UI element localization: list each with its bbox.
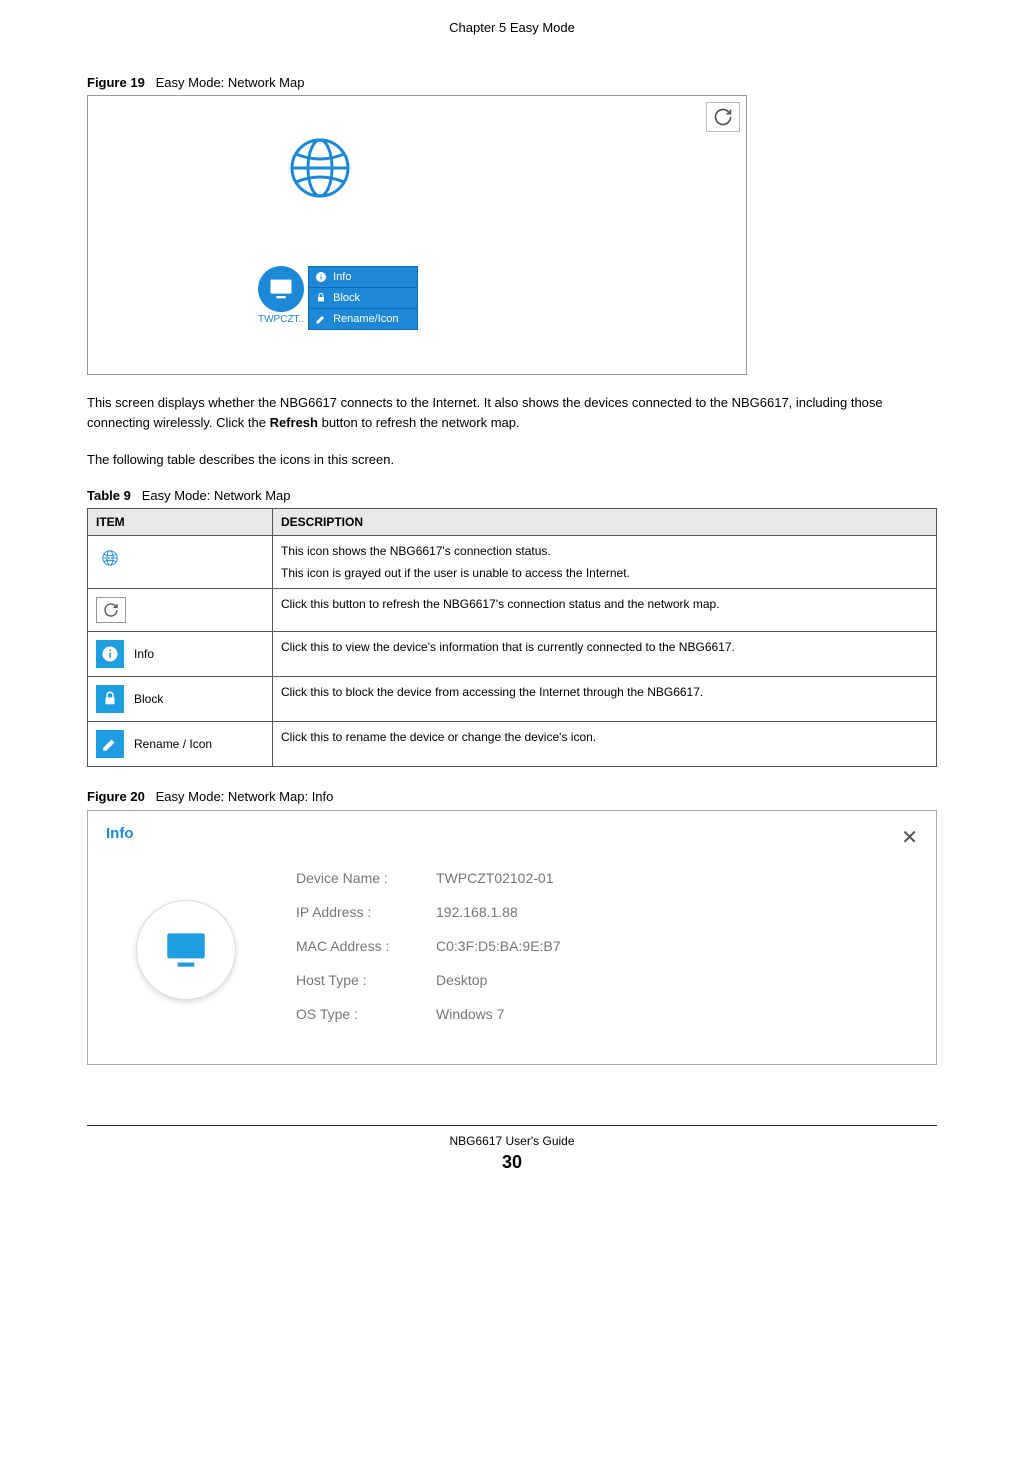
figure19-title: Easy Mode: Network Map	[156, 75, 305, 90]
table-row: This icon shows the NBG6617's connection…	[88, 535, 937, 588]
host-label: Host Type :	[296, 972, 436, 988]
table9-label: Table 9	[87, 488, 131, 503]
table-row: Rename / Icon Click this to rename the d…	[88, 721, 937, 766]
table-header-row: ITEM DESCRIPTION	[88, 508, 937, 535]
globe-desc-2: This icon is grayed out if the user is u…	[281, 566, 928, 580]
menu-block[interactable]: Block	[309, 288, 417, 309]
os-value: Windows 7	[436, 1006, 504, 1022]
refresh-icon	[96, 597, 126, 623]
refresh-desc: Click this button to refresh the NBG6617…	[273, 588, 937, 631]
network-map-screenshot: TWPCZT.. Info Block Rename/Icon	[87, 95, 747, 375]
para1-end: button to refresh the network map.	[318, 415, 520, 430]
menu-rename-label: Rename/Icon	[333, 313, 398, 325]
page-footer: NBG6617 User's Guide 30	[87, 1125, 937, 1173]
info-icon	[96, 640, 124, 668]
page-number: 30	[87, 1152, 937, 1173]
footer-guide: NBG6617 User's Guide	[87, 1134, 937, 1148]
figure20-title: Easy Mode: Network Map: Info	[156, 789, 334, 804]
mac-value: C0:3F:D5:BA:9E:B7	[436, 938, 561, 954]
ip-label: IP Address :	[296, 904, 436, 920]
device-label: TWPCZT..	[258, 314, 304, 325]
device-name-value: TWPCZT02102-01	[436, 870, 553, 886]
figure20-label: Figure 20	[87, 789, 145, 804]
table-row: Click this button to refresh the NBG6617…	[88, 588, 937, 631]
th-desc: DESCRIPTION	[273, 508, 937, 535]
os-label: OS Type :	[296, 1006, 436, 1022]
menu-info-label: Info	[333, 271, 351, 283]
device-name-label: Device Name :	[296, 870, 436, 886]
refresh-button[interactable]	[706, 102, 740, 132]
block-item-label: Block	[134, 692, 163, 706]
table-row: Block Click this to block the device fro…	[88, 676, 937, 721]
info-desc: Click this to view the device's informat…	[273, 631, 937, 676]
menu-rename[interactable]: Rename/Icon	[309, 309, 417, 329]
chapter-header: Chapter 5 Easy Mode	[87, 20, 937, 35]
rename-item-label: Rename / Icon	[134, 737, 212, 751]
info-icon	[315, 271, 327, 283]
mac-label: MAC Address :	[296, 938, 436, 954]
para1-bold: Refresh	[270, 415, 318, 430]
close-icon[interactable]: ✕	[901, 825, 918, 850]
block-desc: Click this to block the device from acce…	[273, 676, 937, 721]
menu-block-label: Block	[333, 292, 360, 304]
figure19-caption: Figure 19 Easy Mode: Network Map	[87, 75, 937, 90]
table9-title: Easy Mode: Network Map	[142, 488, 291, 503]
internet-status-icon	[288, 136, 352, 205]
pencil-icon	[96, 730, 124, 758]
info-item-label: Info	[134, 647, 154, 661]
info-panel-screenshot: Info ✕ Device Name :TWPCZT02102-01 IP Ad…	[87, 810, 937, 1065]
device-icon	[136, 900, 236, 1000]
th-item: ITEM	[88, 508, 273, 535]
globe-icon	[96, 544, 124, 572]
refresh-icon	[713, 107, 733, 127]
figure20-caption: Figure 20 Easy Mode: Network Map: Info	[87, 789, 937, 804]
table9-caption: Table 9 Easy Mode: Network Map	[87, 488, 937, 503]
globe-desc-1: This icon shows the NBG6617's connection…	[281, 544, 928, 558]
icon-description-table: ITEM DESCRIPTION This icon shows the NBG…	[87, 508, 937, 767]
device-icon	[258, 266, 304, 312]
info-fields: Device Name :TWPCZT02102-01 IP Address :…	[296, 870, 561, 1040]
lock-icon	[96, 685, 124, 713]
device-node[interactable]: TWPCZT.. Info Block Rename/Icon	[258, 266, 418, 330]
lock-icon	[315, 292, 327, 304]
rename-desc: Click this to rename the device or chang…	[273, 721, 937, 766]
paragraph-2: The following table describes the icons …	[87, 450, 937, 470]
pencil-icon	[315, 313, 327, 325]
menu-info[interactable]: Info	[309, 267, 417, 288]
figure19-label: Figure 19	[87, 75, 145, 90]
paragraph-1: This screen displays whether the NBG6617…	[87, 393, 937, 432]
table-row: Info Click this to view the device's inf…	[88, 631, 937, 676]
ip-value: 192.168.1.88	[436, 904, 518, 920]
info-panel-title: Info	[106, 825, 134, 850]
device-context-menu: Info Block Rename/Icon	[308, 266, 418, 330]
host-value: Desktop	[436, 972, 487, 988]
